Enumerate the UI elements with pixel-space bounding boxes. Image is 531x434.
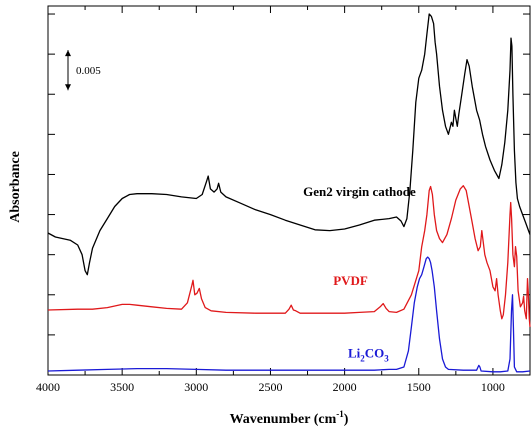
series-label-0: Gen2 virgin cathode [303,184,416,199]
x-tick-label: 3000 [184,380,208,394]
scale-arrow-up [65,50,71,57]
plot-area: 4000 3500 3000 2500 2000 1500 1000 [36,5,531,394]
x-tick-label: 4000 [36,380,60,394]
x-tick-label: 2500 [258,380,282,394]
plot-frame [47,5,531,376]
x-tick-label: 1500 [407,380,431,394]
series-label-2: Li2CO3 [348,345,389,363]
scale-bar-label: 0.005 [76,65,101,77]
x-tick-label: 1000 [481,380,505,394]
series-line-0 [47,13,531,276]
y-axis-title: Absorbance [8,151,23,223]
series-label-1: PVDF [333,273,368,288]
x-axis-title: Wavenumber (cm-1) [230,409,349,427]
series-line-2 [47,256,531,373]
scale-bar: 0.005 [65,50,101,91]
x-tick-label: 3500 [110,380,134,394]
x-tick-label: 2000 [333,380,357,394]
series-line-1 [47,185,531,327]
label-layer: Gen2 virgin cathode PVDF Li2CO3 [303,184,416,363]
series-layer [47,13,531,373]
scale-arrow-down [65,84,71,91]
